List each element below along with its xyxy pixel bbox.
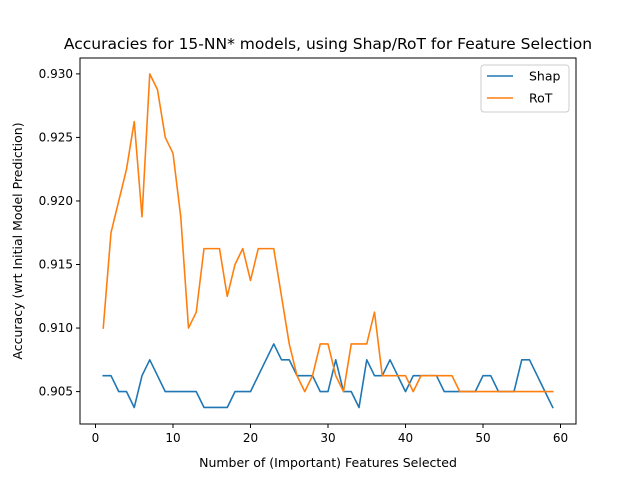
x-tick-label: 60 <box>553 431 568 445</box>
series-line-shap <box>102 343 554 409</box>
y-tick-label: 0.910 <box>39 321 73 335</box>
x-tick-label: 30 <box>320 431 335 445</box>
chart-title: Accuracies for 15-NN* models, using Shap… <box>64 35 592 53</box>
y-axis-label: Accuracy (wrt Initial Model Prediction) <box>10 122 25 359</box>
y-tick-label: 0.905 <box>39 385 73 399</box>
x-tick-label: 50 <box>475 431 490 445</box>
y-tick-label: 0.930 <box>39 67 73 81</box>
x-tick-label: 40 <box>398 431 413 445</box>
y-axis: 0.905 0.910 0.915 0.920 0.925 0.930 <box>39 67 80 399</box>
series-line-rot <box>102 73 554 393</box>
legend-label-shap: Shap <box>529 69 561 84</box>
y-tick-label: 0.920 <box>39 194 73 208</box>
x-tick-label: 10 <box>165 431 180 445</box>
series-lines <box>102 73 554 409</box>
y-tick-label: 0.925 <box>39 130 73 144</box>
x-tick-label: 0 <box>92 431 100 445</box>
x-axis-label: Number of (Important) Features Selected <box>199 455 457 470</box>
legend: Shap RoT <box>480 64 570 113</box>
x-tick-label: 20 <box>243 431 258 445</box>
y-tick-label: 0.915 <box>39 258 73 272</box>
x-axis: 0 10 20 30 40 50 60 <box>92 424 568 445</box>
legend-label-rot: RoT <box>529 91 553 106</box>
